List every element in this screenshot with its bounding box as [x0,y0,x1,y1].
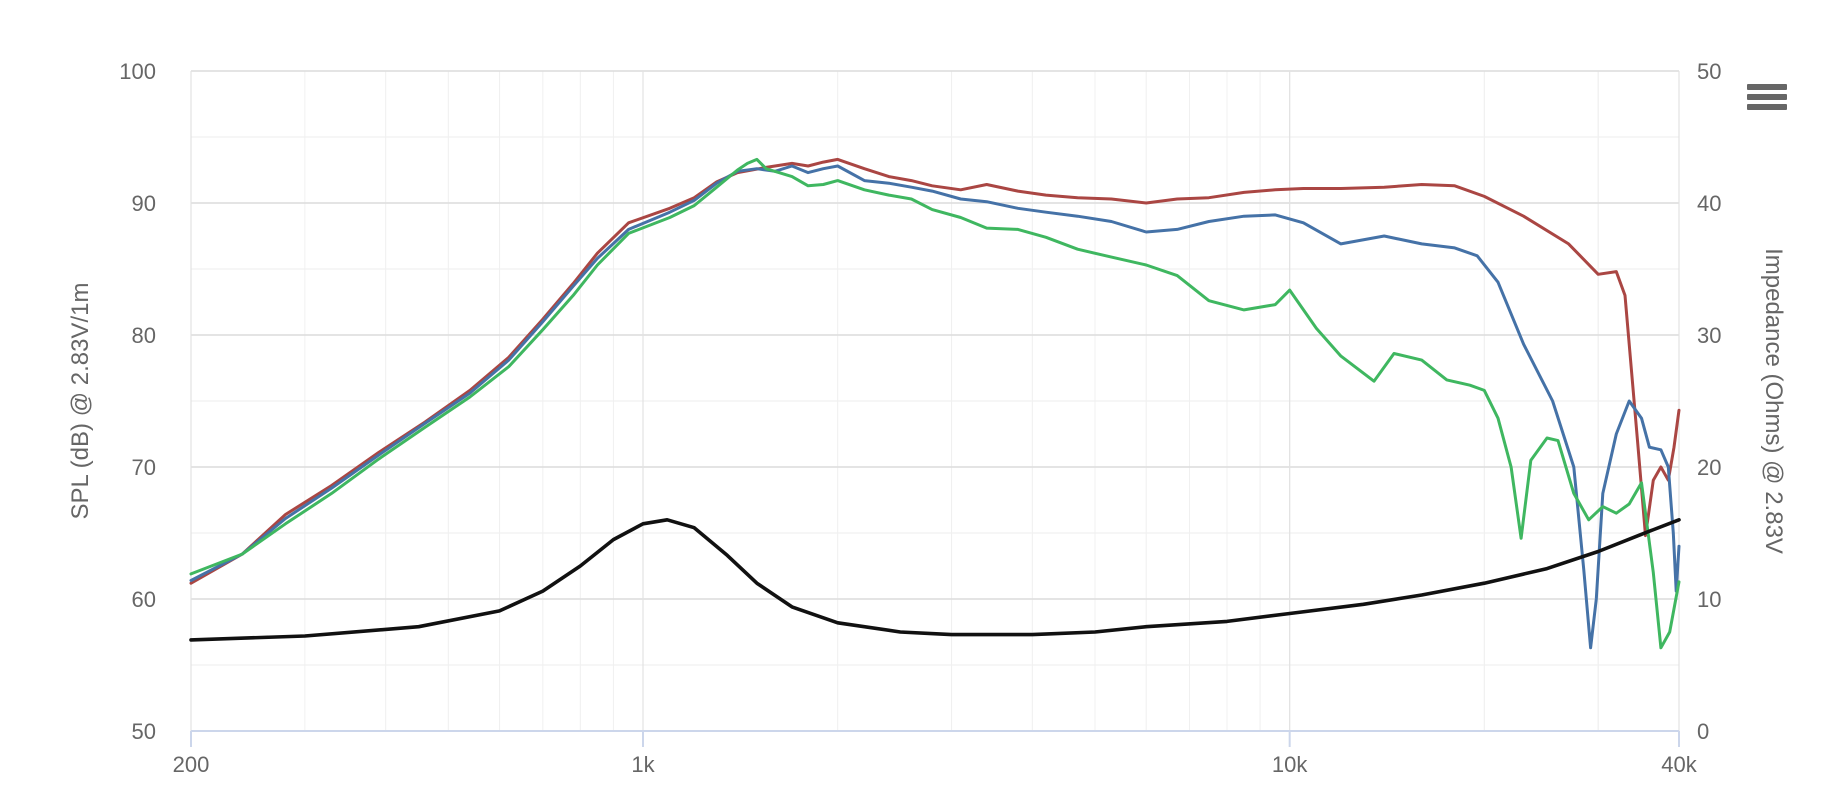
y-tick-label: 100 [119,59,156,84]
series-line-3 [189,157,1681,650]
y-tick-label: 80 [132,323,156,348]
hamburger-menu-icon [1747,104,1787,110]
y2-tick-label: 20 [1697,455,1721,480]
series-line-1 [189,157,1681,585]
y-axis-title: SPL (dB) @ 2.83V/1m [67,283,94,520]
chart-menu-button[interactable] [1747,80,1787,116]
x-tick-label: 1k [631,752,655,777]
x-tick-label: 200 [173,752,210,777]
y2-tick-label: 30 [1697,323,1721,348]
series-line-2 [189,164,1681,650]
y2-axis-title: Impedance (Ohms) @ 2.83V [1760,248,1787,554]
y2-tick-label: 40 [1697,191,1721,216]
y2-tick-label: 10 [1697,587,1721,612]
y2-tick-label: 0 [1697,719,1709,744]
y-tick-label: 90 [132,191,156,216]
y-tick-label: 70 [132,455,156,480]
axes: 200 1k 10k 40k 50 60 70 80 90 100 0 10 20 30 40 50 SPL (… [67,59,1787,777]
series-group [189,157,1681,650]
y-tick-label: 50 [132,719,156,744]
series-line-4 [189,518,1681,642]
hamburger-menu-icon [1747,84,1787,90]
y-tick-label: 60 [132,587,156,612]
x-tick-label: 40k [1661,752,1697,777]
x-tick-label: 10k [1272,752,1308,777]
y2-tick-label: 50 [1697,59,1721,84]
hamburger-menu-icon [1747,94,1787,100]
